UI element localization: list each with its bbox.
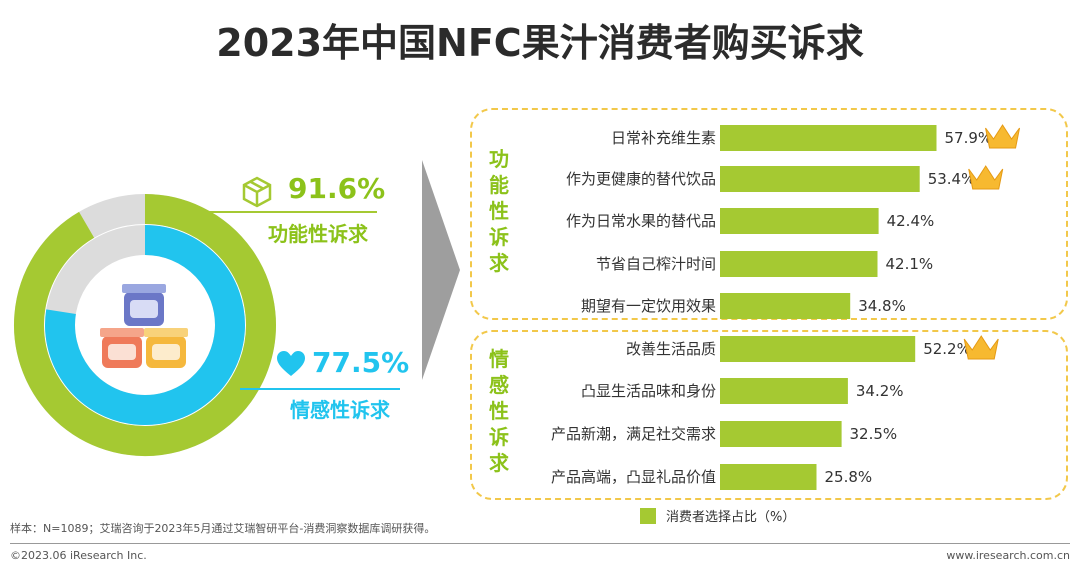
bar-category-label: 节省自己榨汁时间	[596, 255, 716, 273]
functional-connector	[145, 211, 377, 213]
bar-category-label: 作为日常水果的替代品	[566, 212, 716, 230]
bar	[720, 251, 878, 277]
bar-value-label: 32.5%	[850, 425, 898, 443]
bar	[720, 208, 879, 234]
emotional-ring	[45, 225, 245, 425]
functional-group-label: 功能性诉求	[489, 147, 509, 275]
bar	[720, 125, 937, 151]
bar-value-label: 34.2%	[856, 382, 904, 400]
donut-chart	[14, 194, 276, 456]
bar-value-label: 53.4%	[928, 170, 976, 188]
bar-value-label: 52.2%	[923, 340, 971, 358]
bar-category-label: 凸显生活品味和身份	[581, 382, 716, 400]
bar-value-label: 25.8%	[825, 468, 873, 486]
legend: 消费者选择占比（%）	[640, 506, 795, 525]
bar-category-label: 日常补充维生素	[611, 129, 716, 147]
bar-category-label: 产品高端，凸显礼品价值	[551, 468, 716, 486]
emotional-percentage: 77.5%	[312, 346, 410, 379]
bar	[720, 293, 851, 319]
functional-ring	[14, 194, 276, 456]
functional-label: 功能性诉求	[268, 222, 368, 246]
emotional-group-label: 情感性诉求	[489, 347, 509, 475]
bar-category-label: 产品新潮，满足社交需求	[551, 425, 716, 443]
bar-category-label: 改善生活品质	[626, 340, 716, 358]
footer-divider	[10, 543, 1070, 544]
crown-icon	[968, 165, 1004, 190]
bar-value-label: 42.4%	[887, 212, 935, 230]
bar	[720, 336, 916, 362]
bar-category-label: 作为更健康的替代饮品	[566, 170, 716, 188]
copyright: ©2023.06 iResearch Inc.	[10, 549, 147, 562]
crown-icon	[963, 335, 999, 360]
bar-category-label: 期望有一定饮用效果	[581, 297, 716, 315]
sample-note: 样本：N=1089；艾瑞咨询于2023年5月通过艾瑞智研平台-消费洞察数据库调研…	[10, 522, 436, 535]
website: www.iresearch.com.cn	[946, 549, 1070, 562]
bar	[720, 378, 848, 404]
heart-icon	[277, 351, 305, 376]
emotional-connector	[240, 388, 400, 390]
page-title: 2023年中国NFC果汁消费者购买诉求	[216, 21, 864, 65]
box-icon	[242, 176, 272, 208]
bar	[720, 464, 817, 490]
crown-icon	[985, 124, 1021, 149]
bar	[720, 421, 842, 447]
legend-label: 消费者选择占比（%）	[666, 510, 796, 525]
bar	[720, 166, 920, 192]
emotional-label: 情感性诉求	[290, 398, 390, 422]
juice-jars-icon	[100, 284, 188, 368]
bar-value-label: 57.9%	[945, 129, 993, 147]
arrow-icon	[422, 160, 460, 380]
emotional-group-box	[470, 330, 1068, 500]
bar-value-label: 42.1%	[886, 255, 934, 273]
bar-value-label: 34.8%	[858, 297, 906, 315]
legend-swatch	[640, 507, 656, 524]
functional-percentage: 91.6%	[288, 172, 386, 205]
